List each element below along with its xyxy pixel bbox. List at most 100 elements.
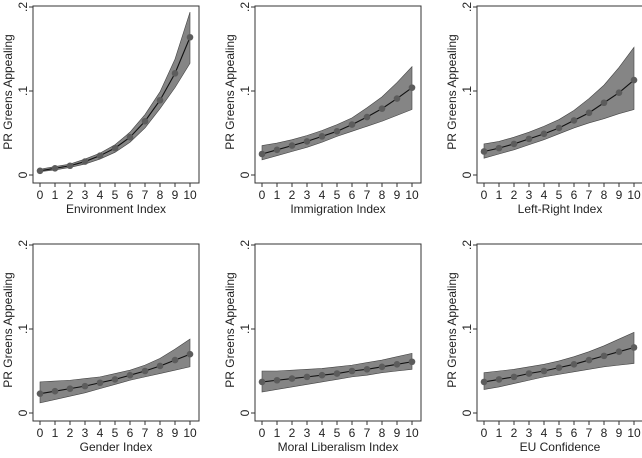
data-point — [273, 146, 281, 154]
plot-frame — [476, 243, 642, 422]
x-tick-label: 6 — [127, 188, 134, 202]
x-tick-label: 0 — [37, 188, 44, 202]
x-tick-label: 10 — [183, 188, 197, 202]
x-tick-label: 2 — [289, 426, 296, 440]
data-point — [555, 124, 563, 132]
x-tick-label: 2 — [289, 188, 296, 202]
y-tick-label: .1 — [460, 324, 474, 334]
x-tick-label: 8 — [601, 426, 608, 440]
data-point — [51, 164, 59, 172]
x-tick-label: 3 — [304, 188, 311, 202]
x-tick-label: 10 — [627, 426, 641, 440]
x-axis-label: EU Confidence — [520, 440, 601, 453]
data-point — [171, 356, 179, 364]
data-point — [258, 150, 266, 158]
data-point — [126, 133, 134, 141]
x-tick-label: 5 — [334, 426, 341, 440]
data-point — [111, 144, 119, 152]
data-point — [36, 390, 44, 397]
data-point — [111, 376, 119, 383]
x-tick-label: 6 — [349, 426, 356, 440]
x-tick-label: 5 — [556, 188, 563, 202]
y-axis-label: PR Greens Appealing — [223, 272, 237, 387]
x-tick-label: 4 — [319, 426, 326, 440]
x-tick-label: 9 — [616, 426, 623, 440]
data-point — [51, 387, 59, 395]
data-point — [96, 379, 104, 387]
y-tick-label: .2 — [460, 2, 474, 12]
x-tick-label: 8 — [379, 188, 386, 202]
x-tick-label: 5 — [334, 188, 341, 202]
data-point — [555, 364, 563, 371]
x-tick-label: 7 — [142, 188, 149, 202]
x-tick-label: 9 — [394, 188, 401, 202]
data-point — [186, 33, 194, 41]
data-point — [600, 99, 608, 107]
confidence-band — [39, 11, 191, 172]
y-tick-label: .1 — [238, 86, 252, 96]
data-point — [495, 144, 503, 152]
plot-frame — [32, 5, 200, 184]
y-tick-label: .1 — [16, 86, 30, 96]
data-point — [630, 76, 638, 84]
x-axis-label: Immigration Index — [290, 202, 385, 216]
x-tick-label: 9 — [394, 426, 401, 440]
x-axis-label: Left-Right Index — [518, 202, 603, 216]
x-tick-label: 8 — [379, 426, 386, 440]
data-point — [495, 376, 503, 383]
x-tick-label: 1 — [496, 188, 503, 202]
x-tick-label: 2 — [67, 426, 74, 440]
data-point — [540, 130, 548, 138]
data-point — [348, 367, 356, 375]
x-tick-label: 4 — [541, 426, 548, 440]
x-tick-label: 9 — [172, 426, 179, 440]
data-point — [525, 370, 533, 377]
x-tick-label: 9 — [172, 188, 179, 202]
data-point — [570, 360, 578, 368]
x-tick-label: 1 — [52, 426, 59, 440]
x-tick-label: 8 — [601, 188, 608, 202]
x-tick-label: 7 — [364, 188, 371, 202]
y-axis-label: PR Greens Appealing — [223, 34, 237, 149]
x-tick-label: 3 — [526, 188, 533, 202]
data-point — [141, 117, 149, 125]
y-tick-label: .1 — [16, 324, 30, 334]
x-tick-label: 1 — [274, 426, 281, 440]
x-tick-label: 7 — [586, 426, 593, 440]
data-point — [186, 350, 194, 358]
data-point — [540, 367, 548, 375]
y-tick-label: .2 — [238, 2, 252, 12]
data-point — [66, 162, 74, 170]
x-tick-label: 10 — [627, 188, 641, 202]
x-tick-label: 6 — [127, 426, 134, 440]
data-point — [510, 373, 518, 381]
y-axis-label: PR Greens Appealing — [1, 272, 15, 387]
x-tick-label: 1 — [274, 188, 281, 202]
x-tick-label: 2 — [511, 188, 518, 202]
x-tick-label: 7 — [586, 188, 593, 202]
x-tick-label: 10 — [405, 188, 419, 202]
data-point — [333, 128, 341, 135]
data-point — [615, 348, 623, 355]
y-tick-label: 0 — [16, 171, 30, 178]
x-tick-label: 1 — [496, 426, 503, 440]
data-point — [156, 362, 164, 370]
y-tick-label: .2 — [16, 2, 30, 12]
x-tick-label: 6 — [349, 188, 356, 202]
x-tick-label: 3 — [82, 188, 89, 202]
data-point — [303, 138, 311, 145]
x-tick-label: 3 — [82, 426, 89, 440]
data-point — [525, 135, 533, 143]
x-tick-label: 4 — [541, 188, 548, 202]
x-tick-label: 7 — [142, 426, 149, 440]
x-tick-label: 0 — [259, 188, 266, 202]
x-tick-label: 3 — [526, 426, 533, 440]
x-tick-label: 5 — [112, 426, 119, 440]
x-tick-label: 4 — [319, 188, 326, 202]
data-point — [378, 105, 386, 112]
x-axis-label: Environment Index — [66, 202, 166, 216]
